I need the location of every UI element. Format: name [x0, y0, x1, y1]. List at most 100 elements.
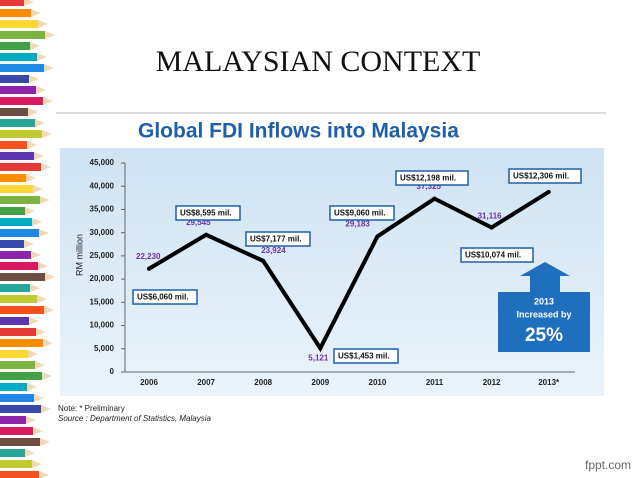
x-tick-label: 2013* [538, 378, 560, 387]
pencil [0, 229, 39, 237]
pencil [0, 328, 36, 336]
pencil-tip [35, 361, 45, 369]
pencil-tip [38, 20, 48, 28]
y-tick-label: 40,000 [90, 181, 115, 190]
y-axis-label: RM million [74, 234, 84, 276]
pencil-tip [42, 372, 52, 380]
usd-box [395, 170, 469, 186]
pencil-tip [43, 339, 53, 347]
pencil-tip [34, 394, 44, 402]
y-tick-label: 10,000 [90, 321, 115, 330]
callout-box [498, 292, 590, 352]
value-label: 29,545 [186, 218, 211, 227]
pencil-tip [33, 427, 43, 435]
data-point [489, 225, 494, 230]
data-line [147, 190, 550, 353]
pencil [0, 262, 38, 270]
data-point [204, 232, 209, 237]
value-label: 31,116 [478, 212, 503, 221]
pencil [0, 427, 33, 435]
pencil [0, 9, 31, 17]
pencil-tip [25, 207, 35, 215]
callout-text: Increased by [516, 309, 571, 319]
pencil-tip [32, 218, 42, 226]
pencil-tip [39, 229, 49, 237]
pencil-tip [27, 383, 37, 391]
pencil [0, 163, 41, 171]
pencil-tip [31, 251, 41, 259]
pencil-tip [30, 284, 40, 292]
pencil-tip [31, 9, 41, 17]
pencil [0, 218, 32, 226]
x-tick-label: 2006 [140, 378, 158, 387]
pencil-tip [24, 240, 34, 248]
note: Note: * Preliminary [58, 404, 125, 413]
pencil-tip [38, 262, 48, 270]
pencil [0, 317, 29, 325]
usd-box [329, 205, 395, 221]
pencil-tip [37, 53, 47, 61]
pencil-tip [44, 64, 54, 72]
pencil [0, 306, 44, 314]
usd-label: US$12,306 mil. [513, 172, 569, 181]
pencil-tip [36, 86, 46, 94]
y-tick-label: 20,000 [90, 274, 115, 283]
y-tick-label: 35,000 [90, 205, 115, 214]
data-point [432, 196, 437, 201]
pencil [0, 185, 33, 193]
usd-label: US$1,453 mil. [338, 352, 390, 361]
y-tick-label: 5,000 [94, 344, 115, 353]
data-point [147, 266, 151, 271]
pencil [0, 130, 42, 138]
data-point [546, 189, 551, 194]
x-tick-label: 2010 [369, 378, 387, 387]
pencil-tip [39, 471, 49, 478]
value-label: 23,924 [261, 246, 286, 255]
data-point [261, 258, 266, 263]
pencil [0, 350, 28, 358]
slide-title: MALAYSIAN CONTEXT [156, 45, 481, 78]
pencil [0, 20, 38, 28]
pencil-tip [29, 317, 39, 325]
usd-box [508, 168, 582, 184]
pencil-tip [37, 295, 47, 303]
data-point [318, 346, 323, 351]
pencil [0, 152, 34, 160]
pencil [0, 416, 26, 424]
pencil-tip [26, 416, 36, 424]
pencil [0, 438, 40, 446]
usd-label: US$9,060 mil. [334, 209, 386, 218]
usd-label: US$7,177 mil. [250, 235, 302, 244]
pencil [0, 42, 30, 50]
callout-year: 2013 [534, 296, 554, 306]
pencil-tip [41, 163, 51, 171]
footer: fppt.com [585, 458, 631, 472]
pencil [0, 383, 27, 391]
pencil [0, 86, 36, 94]
pencil [0, 97, 43, 105]
y-tick-label: 0 [110, 367, 115, 376]
pencil [0, 174, 26, 182]
pencil-tip [34, 152, 44, 160]
pencil-tip [24, 0, 34, 6]
chart-title: Global FDI Inflows into Malaysia [138, 120, 459, 143]
pencil-tip [45, 31, 55, 39]
pencil [0, 284, 30, 292]
usd-box [333, 348, 399, 364]
usd-label: US$8,595 mil. [180, 209, 232, 218]
pencil-tip [32, 460, 42, 468]
callout-value: 25% [525, 325, 563, 346]
pencil-tip [27, 141, 37, 149]
x-tick-label: 2012 [483, 378, 501, 387]
pencil-tip [45, 273, 55, 281]
pencil-tip [25, 449, 35, 457]
y-tick-label: 30,000 [90, 228, 115, 237]
pencil [0, 64, 44, 72]
pencil [0, 449, 25, 457]
pencil [0, 75, 29, 83]
y-tick-label: 45,000 [90, 158, 115, 167]
x-tick-label: 2009 [311, 378, 329, 387]
usd-label: US$10,074 mil. [465, 251, 521, 260]
value-label: 22,230 [136, 252, 161, 261]
